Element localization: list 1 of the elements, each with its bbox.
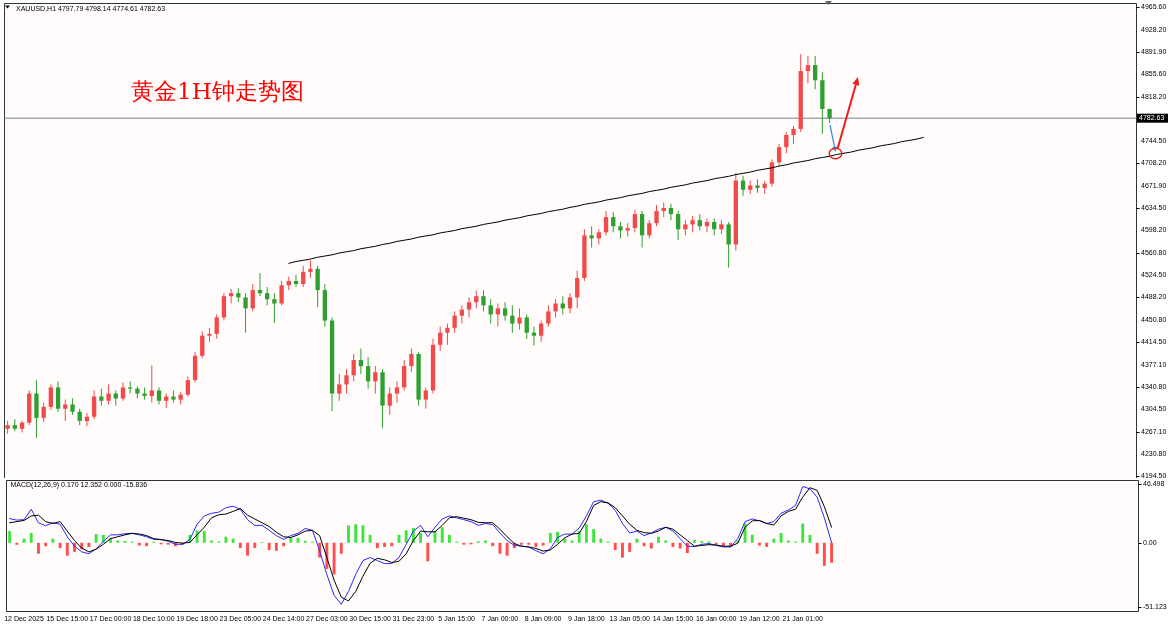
annotation: 黄金1H钟走势图 — [131, 78, 304, 104]
